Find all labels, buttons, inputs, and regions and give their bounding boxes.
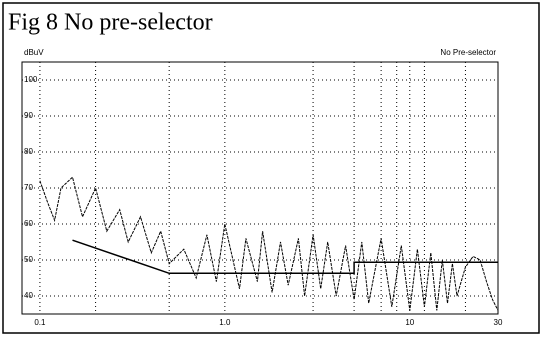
series-line — [72, 239, 498, 275]
x-tick-label: 0.1 — [34, 318, 46, 327]
y-axis-label: dBuV — [24, 48, 44, 57]
x-tick-label: 10 — [405, 318, 414, 327]
series-line — [39, 176, 499, 311]
x-tick-label: 1.0 — [219, 318, 231, 327]
y-tick-label: 100 — [24, 75, 38, 84]
y-tick-label: 70 — [24, 183, 33, 192]
y-tick-label: 60 — [24, 219, 33, 228]
y-tick-label: 40 — [24, 291, 33, 300]
figure-border — [2, 2, 540, 334]
annotation: No Pre-selector — [440, 48, 496, 57]
y-tick-label: 80 — [24, 147, 33, 156]
x-tick-label: 30 — [494, 318, 503, 327]
y-tick-label: 90 — [24, 111, 33, 120]
chart-title: Fig 8 No pre-selector — [8, 10, 213, 36]
y-tick-label: 50 — [24, 255, 33, 264]
